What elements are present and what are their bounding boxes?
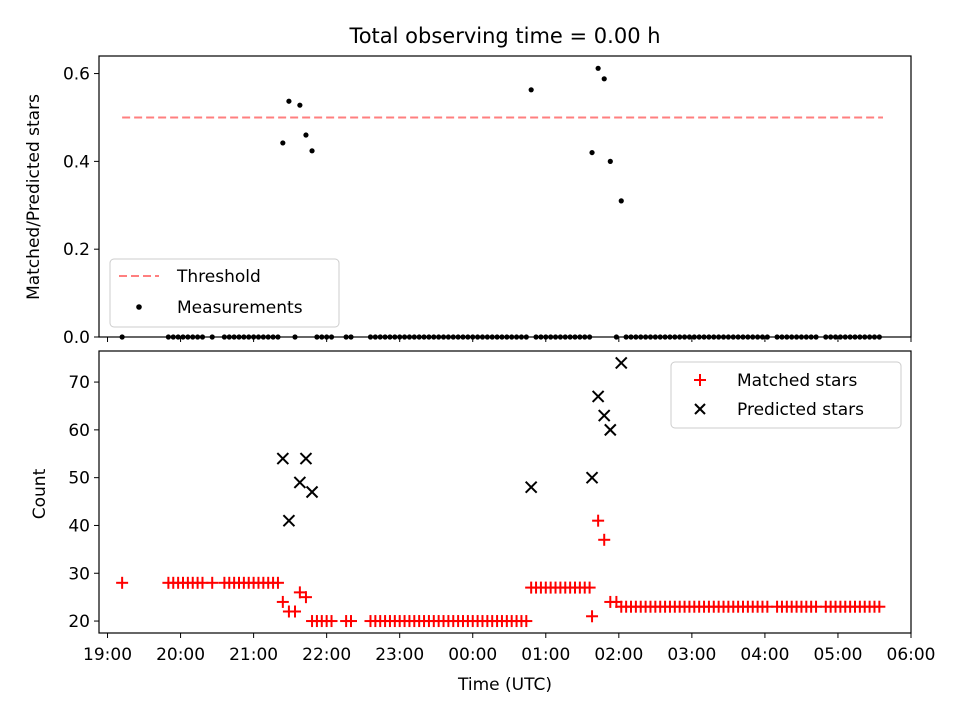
measurement-point <box>286 98 292 104</box>
x-tick-label: 02:00 <box>594 645 643 665</box>
predicted-star-point <box>305 485 319 499</box>
x-tick-label: 23:00 <box>375 645 424 665</box>
predicted-star-point <box>598 409 611 422</box>
measurements-legend-label: Measurements <box>177 298 303 318</box>
predicted-star-point <box>276 452 290 465</box>
measurement-point <box>280 140 286 146</box>
bottom-x-ticks: 19:00 20:00 21:00 22:00 23:00 00:00 01:00 02:00… <box>83 633 936 665</box>
chart-title: Total observing time = 0.00 h <box>348 24 660 48</box>
y-tick-label: 0.6 <box>63 65 90 85</box>
y-tick-label: 70 <box>68 373 90 393</box>
measurement-point <box>589 149 595 156</box>
measurement-point <box>618 198 624 204</box>
y-tick-label: 0.4 <box>63 152 90 172</box>
predicted-star-point <box>604 423 617 437</box>
matched-stars-series <box>116 514 886 628</box>
matched-legend-label: Matched stars <box>737 371 857 391</box>
top-legend: Threshold Measurements <box>109 258 340 328</box>
matched-star-point <box>325 615 338 628</box>
x-tick-label: 06:00 <box>887 645 936 665</box>
top-axes-frame <box>98 55 912 338</box>
x-tick-label: 22:00 <box>302 645 351 665</box>
measurement-point <box>601 76 607 82</box>
predicted-legend-swatch <box>694 403 706 415</box>
x-axis-label: Time (UTC) <box>457 675 552 695</box>
bottom-legend-box <box>670 361 902 429</box>
matched-star-point <box>299 591 312 604</box>
matched-star-point <box>276 595 289 608</box>
top-legend-box <box>109 258 340 328</box>
x-tick-label: 03:00 <box>667 645 716 665</box>
matched-star-point <box>592 514 605 527</box>
measurement-point <box>607 158 613 164</box>
matched-star-point <box>873 600 886 613</box>
measurement-point <box>595 65 601 71</box>
x-tick-label: 04:00 <box>740 645 789 665</box>
x-tick-label: 21:00 <box>229 645 278 665</box>
threshold-legend-label: Threshold <box>176 267 261 287</box>
top-y-ticks: 0.0 0.2 0.4 0.6 <box>63 65 99 348</box>
matched-star-point <box>206 576 219 589</box>
y-tick-label: 20 <box>68 612 90 632</box>
predicted-legend-label: Predicted stars <box>737 400 864 420</box>
y-tick-label: 60 <box>68 421 90 441</box>
predicted-star-point <box>615 356 628 370</box>
ratio-panel: Total observing time = 0.00 h Matched/Pr… <box>24 24 912 348</box>
matched-star-point <box>293 586 306 599</box>
matched-star-point <box>586 610 599 623</box>
bottom-y-ticks: 20 30 40 50 60 70 <box>68 373 99 632</box>
bottom-y-axis-label: Count <box>30 468 50 519</box>
y-tick-label: 50 <box>68 469 90 489</box>
matched-star-point <box>289 605 301 618</box>
measurement-point <box>528 87 534 93</box>
predicted-star-point <box>293 476 307 489</box>
y-tick-label: 0.0 <box>63 328 90 348</box>
x-tick-label: 19:00 <box>83 645 132 665</box>
x-tick-label: 01:00 <box>521 645 570 665</box>
matched-star-point <box>520 615 533 628</box>
measurements-legend-swatch <box>136 304 142 310</box>
predicted-star-point <box>591 390 605 403</box>
x-tick-label: 00:00 <box>448 645 497 665</box>
matched-star-point <box>345 615 357 628</box>
count-panel: Count Time (UTC) 20 30 40 50 60 70 19:00 20:00… <box>30 350 936 695</box>
predicted-stars-series <box>276 356 628 527</box>
measurement-point <box>309 148 315 154</box>
measurement-point <box>297 102 303 108</box>
matched-star-point <box>116 576 129 589</box>
predicted-star-point <box>282 514 296 527</box>
bottom-legend: Matched stars Predicted stars <box>670 361 902 429</box>
matched-star-point <box>598 533 611 546</box>
predicted-star-point <box>299 452 313 465</box>
x-tick-label: 05:00 <box>813 645 862 665</box>
bottom-axes-frame <box>98 350 912 634</box>
measurement-point <box>303 132 309 138</box>
matched-star-point <box>271 576 284 589</box>
matched-star-point <box>583 581 596 594</box>
top-y-axis-label: Matched/Predicted stars <box>24 94 44 300</box>
y-tick-label: 40 <box>68 516 90 536</box>
y-tick-label: 30 <box>68 564 90 584</box>
y-tick-label: 0.2 <box>63 240 90 260</box>
predicted-star-point <box>524 481 538 494</box>
x-tick-label: 20:00 <box>156 645 205 665</box>
predicted-star-point <box>585 471 599 484</box>
matched-legend-swatch <box>694 374 706 386</box>
